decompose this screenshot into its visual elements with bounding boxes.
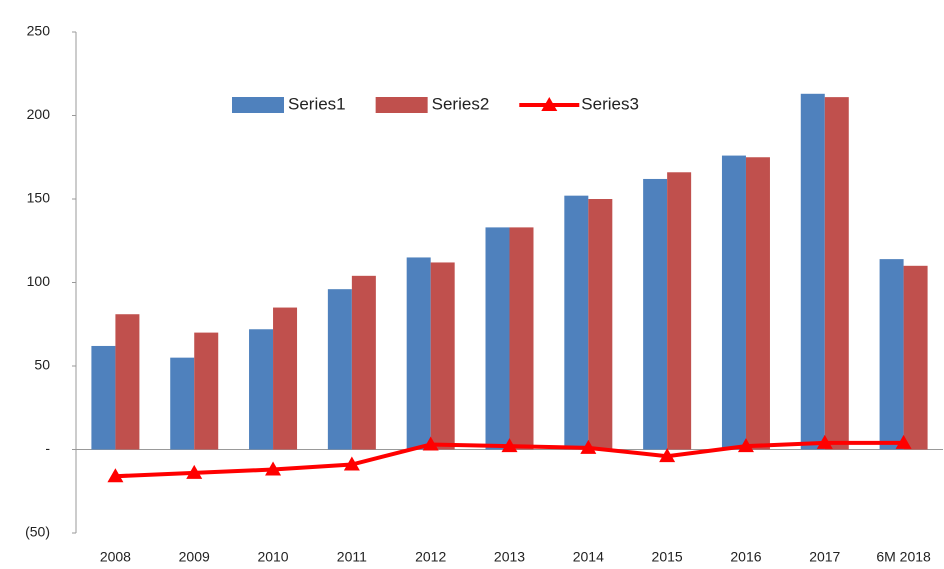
x-tick-label: 2010 (257, 549, 288, 565)
y-tick-label: 100 (27, 273, 51, 289)
bar (745, 157, 770, 450)
bar (430, 262, 455, 450)
bar (327, 289, 352, 450)
legend-label: Series2 (432, 94, 490, 113)
x-tick-label: 2011 (337, 549, 367, 565)
bar (509, 227, 534, 450)
x-tick-label: 2014 (573, 549, 604, 565)
x-tick-label: 2016 (730, 549, 761, 565)
bar (91, 345, 116, 450)
y-tick-label: 200 (27, 106, 51, 122)
bar (879, 259, 904, 450)
legend-swatch (375, 97, 428, 113)
line-marker (816, 434, 833, 449)
line-marker (186, 464, 203, 479)
bar (170, 357, 195, 450)
y-tick-label: (50) (25, 524, 50, 540)
x-tick-label: 2013 (494, 549, 525, 565)
bar (115, 314, 140, 450)
bar (721, 155, 746, 450)
y-tick-label: 250 (27, 23, 51, 39)
bar (564, 195, 589, 450)
bar (800, 93, 825, 450)
bar (249, 329, 274, 450)
x-tick-label: 2015 (652, 549, 683, 565)
y-tick-label: 150 (27, 190, 51, 206)
bar (667, 172, 692, 450)
y-tick-label: 50 (34, 357, 50, 373)
y-tick-label: - (45, 440, 50, 456)
line-marker (343, 456, 360, 471)
line-marker (895, 434, 912, 449)
x-tick-label: 2017 (809, 549, 840, 565)
line-marker (501, 438, 518, 453)
bar (824, 97, 849, 450)
legend-label: Series3 (581, 94, 639, 113)
line-marker (422, 436, 439, 451)
legend-label: Series1 (288, 94, 346, 113)
line-marker (580, 439, 597, 454)
line-marker (659, 448, 676, 463)
x-tick-label: 2012 (415, 549, 446, 565)
bar (643, 178, 668, 450)
bar (406, 257, 431, 450)
bar (588, 199, 613, 450)
bar (903, 265, 928, 450)
legend-swatch (541, 97, 558, 111)
bar (194, 332, 219, 450)
bar (485, 227, 510, 450)
line-marker (265, 461, 282, 476)
x-tick-label: 2008 (100, 549, 131, 565)
line-marker (737, 438, 754, 453)
x-tick-label: 2009 (179, 549, 210, 565)
x-tick-label: 6M 2018 (876, 549, 931, 565)
bar (351, 275, 376, 450)
bar (273, 307, 298, 450)
line-marker (107, 468, 124, 483)
legend-swatch (232, 97, 284, 113)
